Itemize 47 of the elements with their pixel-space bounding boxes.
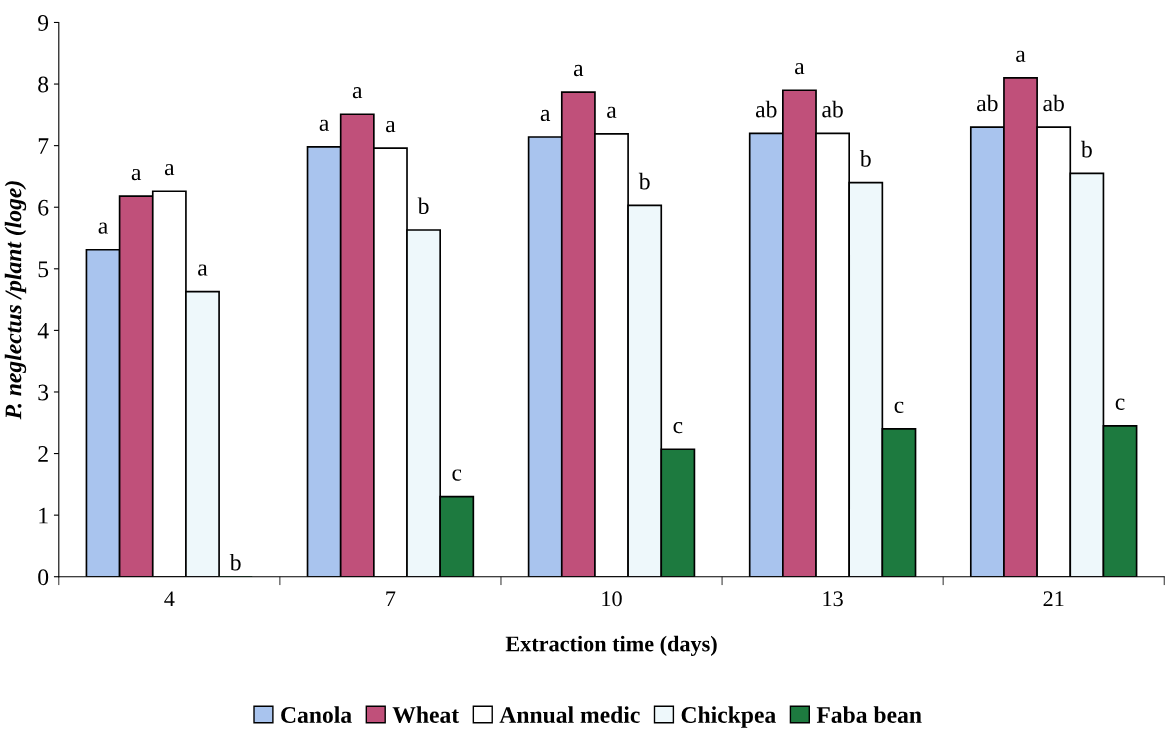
legend-label: Canola — [281, 706, 352, 723]
data-label: a — [198, 264, 208, 276]
data-label: a — [795, 62, 805, 75]
y-tick-label: 2 — [38, 446, 48, 462]
legend-label: Wheat — [392, 706, 460, 724]
data-label: a — [98, 222, 108, 234]
x-tick-label: 10 — [602, 591, 622, 607]
data-label: a — [352, 87, 363, 99]
data-label: a — [131, 168, 142, 181]
data-label: a — [319, 119, 330, 131]
data-label: c — [894, 401, 904, 414]
y-tick-label: 8 — [38, 76, 49, 93]
legend-label: Faba bean — [816, 706, 922, 723]
data-label: c — [1115, 398, 1125, 410]
data-label: b — [1080, 140, 1092, 158]
x-tick-label: 21 — [1043, 591, 1064, 607]
x-axis-title: Extraction time (days) — [505, 635, 717, 656]
data-label: a — [386, 120, 396, 133]
x-tick-label: 7 — [386, 591, 396, 607]
data-label: a — [164, 163, 175, 176]
data-label: a — [573, 64, 584, 77]
y-tick-label: 0 — [38, 569, 49, 586]
legend-label: Annual medic — [499, 706, 640, 724]
data-label: ab — [977, 94, 998, 112]
y-tick-label: 6 — [38, 199, 49, 216]
y-tick-label: 1 — [39, 507, 48, 524]
x-tick-label: 4 — [164, 591, 175, 607]
y-tick-label: 5 — [38, 261, 49, 278]
data-label: c — [673, 421, 683, 434]
y-tick-label: 3 — [38, 384, 49, 401]
data-label: ab — [822, 100, 843, 118]
data-label: b — [638, 172, 650, 190]
data-label: b — [229, 553, 241, 571]
data-label: ab — [1043, 94, 1064, 112]
y-axis-title: P. neglectus /plant (loge) — [4, 181, 27, 420]
data-label: ab — [755, 100, 777, 118]
y-tick-label: 4 — [37, 323, 49, 339]
x-tick-label: 13 — [823, 591, 843, 607]
y-tick-label: 9 — [38, 15, 49, 31]
data-label: a — [1016, 50, 1026, 62]
data-label: a — [540, 109, 551, 122]
data-label: c — [452, 469, 462, 481]
y-tick-label: 7 — [38, 138, 49, 154]
data-label: b — [417, 197, 429, 215]
data-label: a — [607, 106, 617, 119]
legend-label: Chickpea — [681, 706, 776, 728]
data-label: b — [859, 150, 871, 167]
